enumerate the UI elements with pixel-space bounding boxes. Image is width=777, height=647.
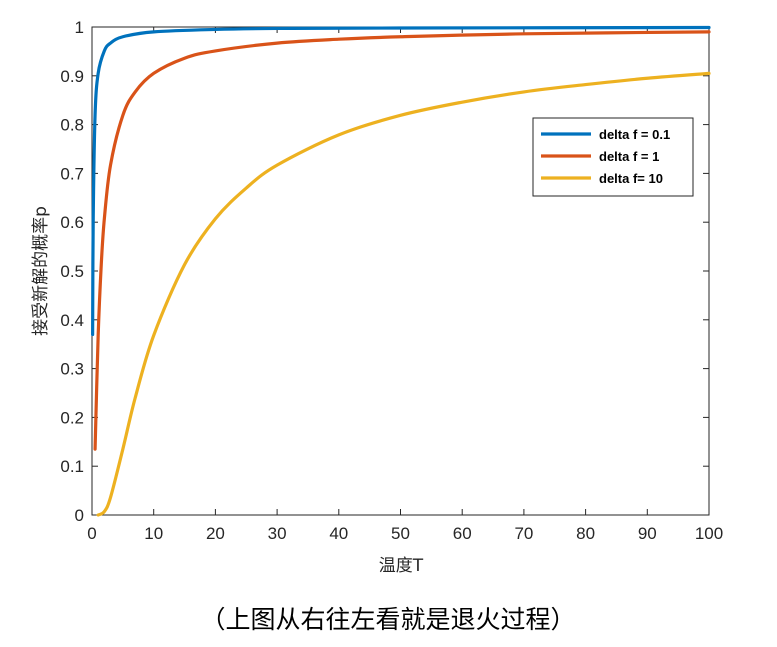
y-tick-label: 0.3	[60, 360, 84, 379]
legend-label-2: delta f = 1	[599, 149, 659, 164]
legend-label-1: delta f = 0.1	[599, 127, 670, 142]
y-tick-label: 1	[75, 18, 84, 37]
x-tick-label: 40	[329, 524, 348, 543]
y-axis-label: 接受新解的概率p	[31, 206, 51, 336]
x-tick-label: 100	[695, 524, 723, 543]
y-tick-label: 0.5	[60, 262, 84, 281]
series-line-3	[96, 71, 711, 517]
y-tick-label: 0.8	[60, 116, 84, 135]
series-line-2	[93, 30, 711, 451]
x-tick-label: 0	[87, 524, 96, 543]
series-lines	[91, 25, 711, 517]
y-tick-label: 0.6	[60, 213, 84, 232]
y-tick-label: 0.7	[60, 164, 84, 183]
series-line-1	[91, 25, 711, 337]
x-tick-label: 30	[268, 524, 287, 543]
x-tick-label: 70	[514, 524, 533, 543]
x-tick-label: 10	[144, 524, 163, 543]
x-tick-label: 80	[576, 524, 595, 543]
y-tick-label: 0.2	[60, 408, 84, 427]
x-tick-label: 50	[391, 524, 410, 543]
y-tick-label: 0.4	[60, 311, 84, 330]
legend: delta f = 0.1 delta f = 1 delta f= 10	[532, 117, 694, 197]
x-tick-label: 20	[206, 524, 225, 543]
legend-label-3: delta f= 10	[599, 171, 663, 186]
x-tick-label: 60	[453, 524, 472, 543]
plot-area	[92, 27, 709, 515]
y-tick-label: 0.1	[60, 457, 84, 476]
figure-caption: （上图从右往左看就是退火过程）	[200, 605, 575, 634]
y-tick-label: 0	[75, 506, 84, 525]
x-axis-label: 温度T	[379, 556, 424, 576]
x-tick-label: 90	[638, 524, 657, 543]
y-tick-label: 0.9	[60, 67, 84, 86]
axes: 0 10 20 30 40 50 60 70 80 90 100 0 0.1 0.2 0.3 0.4 0.5 0.…	[60, 18, 723, 543]
